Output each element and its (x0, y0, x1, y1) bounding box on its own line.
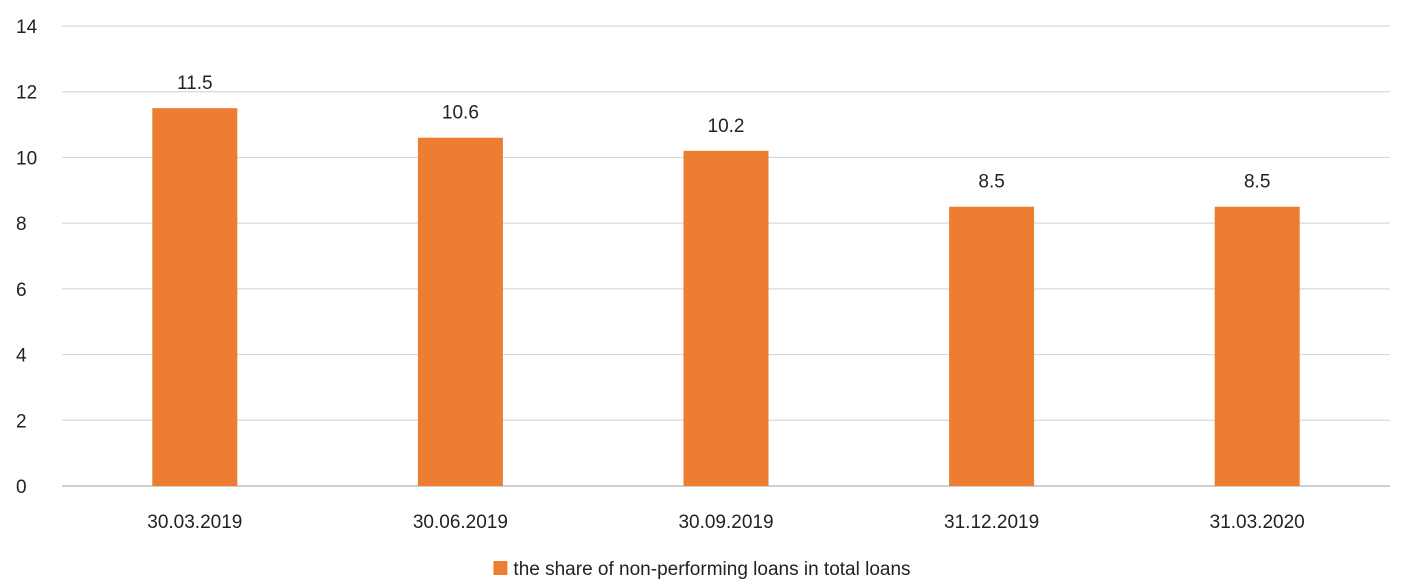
bars (152, 108, 1300, 487)
x-tick-label: 31.12.2019 (944, 512, 1039, 533)
x-tick-label: 31.03.2020 (1210, 512, 1305, 533)
data-labels: 11.5 10.6 10.2 8.5 8.5 (177, 73, 1270, 193)
bar (1214, 206, 1300, 486)
bar-value-label: 10.6 (442, 103, 479, 124)
bar (417, 137, 503, 486)
legend: the share of non-performing loans in tot… (493, 559, 911, 580)
y-tick-label: 10 (16, 148, 37, 169)
y-axis-tick-labels: 0 2 4 6 8 10 12 14 (16, 17, 38, 498)
y-tick-label: 12 (16, 83, 37, 104)
legend-swatch (493, 561, 508, 575)
y-tick-label: 0 (16, 477, 27, 498)
bar-value-label: 8.5 (1244, 172, 1270, 193)
y-tick-label: 8 (16, 214, 27, 235)
x-tick-label: 30.06.2019 (413, 512, 508, 533)
bar (683, 150, 769, 486)
x-axis-tick-labels: 30.03.2019 30.06.2019 30.09.2019 31.12.2019… (147, 512, 1304, 533)
y-tick-label: 4 (16, 346, 27, 367)
y-tick-label: 6 (16, 280, 27, 301)
x-tick-label: 30.09.2019 (678, 512, 773, 533)
bar-value-label: 11.5 (177, 73, 213, 94)
bar (949, 206, 1035, 486)
y-tick-label: 14 (16, 17, 38, 38)
bar-value-label: 8.5 (978, 172, 1004, 193)
x-tick-label: 30.03.2019 (147, 512, 242, 533)
y-tick-label: 2 (16, 411, 27, 432)
bar-value-label: 10.2 (708, 116, 745, 137)
legend-label: the share of non-performing loans in tot… (513, 559, 910, 580)
bar (152, 108, 238, 487)
